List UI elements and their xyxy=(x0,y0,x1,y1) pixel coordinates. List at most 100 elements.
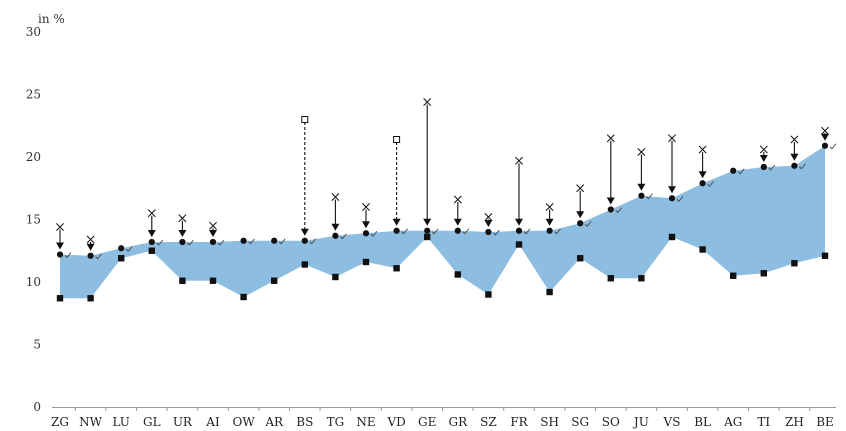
circle-marker xyxy=(607,206,614,213)
square-marker xyxy=(56,295,64,302)
dashed-arrow-head xyxy=(392,218,401,226)
x-tick-label: ZG xyxy=(51,415,69,429)
x-tick-label: OW xyxy=(233,415,256,429)
arrow-head xyxy=(423,218,432,226)
circle-marker xyxy=(485,228,492,236)
y-axis-unit-label: in % xyxy=(38,12,65,26)
square-marker xyxy=(668,233,676,241)
y-tick-label: 15 xyxy=(26,213,41,227)
square-marker xyxy=(209,277,217,284)
x-tick-label: NE xyxy=(356,415,375,429)
x-tick-label: TI xyxy=(757,415,770,429)
circle-marker xyxy=(638,192,645,199)
arrow-head xyxy=(515,218,523,226)
cross-marker xyxy=(86,235,95,244)
circle-marker xyxy=(240,237,247,244)
check-mark xyxy=(584,220,592,227)
cross-marker xyxy=(423,98,432,106)
square-marker xyxy=(638,275,645,282)
x-tick-label: BL xyxy=(694,415,711,429)
arrow-head xyxy=(637,183,646,191)
x-tick-label: AR xyxy=(264,415,284,429)
square-marker xyxy=(148,247,155,254)
y-tick-label: 25 xyxy=(26,88,41,102)
square-marker xyxy=(791,260,798,267)
square-marker xyxy=(301,261,308,268)
y-axis-ticks: 0 5 10 15 20 25 30 xyxy=(26,25,41,414)
square-marker xyxy=(271,277,278,284)
square-marker xyxy=(240,293,247,301)
x-tick-label: GL xyxy=(143,415,161,429)
check-mark xyxy=(493,229,500,236)
arrow-head xyxy=(790,153,799,161)
check-mark xyxy=(676,195,684,202)
square-marker xyxy=(332,273,339,281)
check-mark xyxy=(554,228,561,235)
square-marker xyxy=(118,255,125,262)
square-marker xyxy=(362,258,370,266)
open-square-marker xyxy=(301,116,309,123)
arrow-head xyxy=(606,197,615,205)
cross-marker xyxy=(147,209,156,218)
x-tick-label: VS xyxy=(663,415,681,429)
check-mark xyxy=(799,163,806,170)
check-mark xyxy=(278,238,286,245)
range-band xyxy=(60,145,825,299)
check-mark xyxy=(646,193,653,200)
cross-marker xyxy=(453,195,462,204)
circle-marker xyxy=(56,251,64,258)
circle-marker xyxy=(332,232,339,239)
x-tick-label: LU xyxy=(112,415,129,429)
x-tick-label: SZ xyxy=(480,415,497,429)
check-mark xyxy=(156,239,164,246)
check-mark xyxy=(523,228,531,235)
arrow-head xyxy=(545,218,554,226)
x-tick-label: SO xyxy=(602,415,620,429)
x-tick-label: VD xyxy=(386,415,405,429)
arrow-head xyxy=(86,243,95,251)
check-mark xyxy=(125,245,133,252)
circle-marker xyxy=(148,238,155,246)
check-mark xyxy=(707,180,714,187)
markers xyxy=(56,98,837,302)
arrow-head xyxy=(821,133,829,141)
x-tick-label: BS xyxy=(296,415,313,429)
square-marker xyxy=(699,246,706,253)
y-tick-label: 0 xyxy=(33,400,41,414)
cross-marker xyxy=(790,135,799,144)
cross-marker xyxy=(576,184,585,193)
circle-marker xyxy=(668,195,676,202)
check-mark xyxy=(95,253,102,260)
arrow-head xyxy=(331,223,340,231)
arrows xyxy=(56,104,829,251)
open-square-marker xyxy=(393,136,401,143)
check-mark xyxy=(309,238,317,245)
circle-marker xyxy=(760,163,767,171)
cross-marker xyxy=(362,203,370,211)
plot-area: 0 5 10 15 20 25 30 ZG NW LU GL UR AI OW AR BS TG NE VD GE G… xyxy=(26,25,837,429)
cross-marker xyxy=(698,145,707,154)
circle-marker xyxy=(424,227,431,234)
circle-marker xyxy=(209,238,217,246)
x-tick-label: JU xyxy=(632,415,649,429)
circle-marker xyxy=(699,180,706,187)
square-marker xyxy=(607,275,614,282)
y-tick-label: 10 xyxy=(26,275,41,289)
y-tick-label: 20 xyxy=(26,150,41,164)
y-tick-label: 30 xyxy=(26,25,41,39)
square-marker xyxy=(760,270,767,277)
x-tick-label: NW xyxy=(79,415,103,429)
circle-marker xyxy=(577,220,584,227)
circle-marker xyxy=(821,142,829,149)
cross-marker xyxy=(545,203,554,211)
x-tick-label: GR xyxy=(448,415,468,429)
cross-marker xyxy=(209,221,217,230)
check-mark xyxy=(340,233,347,240)
circle-marker xyxy=(730,167,737,174)
circle-marker xyxy=(454,227,461,234)
cross-marker xyxy=(56,223,64,231)
x-tick-label: ZH xyxy=(785,415,804,429)
circle-marker xyxy=(546,227,553,234)
cross-marker xyxy=(759,145,768,154)
